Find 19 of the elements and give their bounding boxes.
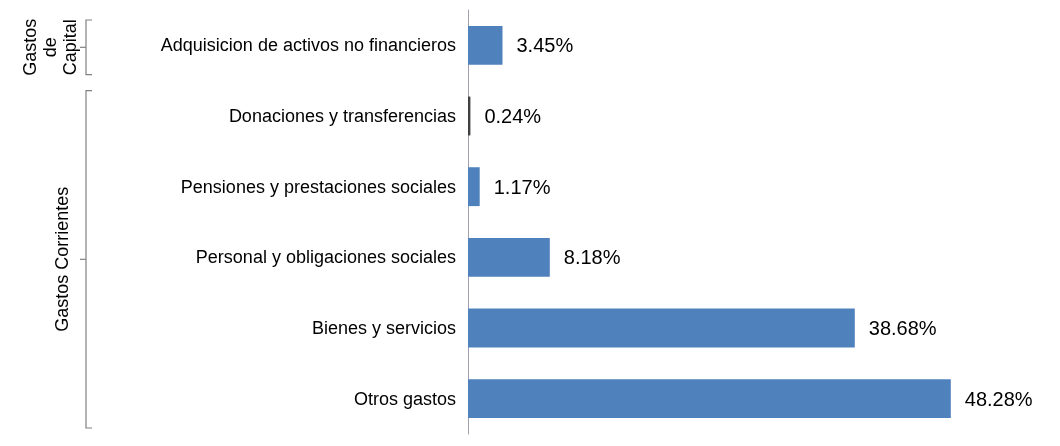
bar bbox=[468, 379, 951, 419]
y-tick-label: Pensiones y prestaciones sociales bbox=[180, 176, 456, 197]
data-label: 8.18% bbox=[563, 246, 621, 269]
y-tick-label: Personal y obligaciones sociales bbox=[195, 247, 456, 268]
bar bbox=[468, 167, 480, 207]
bar bbox=[468, 308, 855, 348]
data-label: 1.17% bbox=[493, 175, 551, 198]
text: Gastos de Capital bbox=[20, 18, 80, 76]
data-label: 0.24% bbox=[484, 105, 542, 127]
data-label: 48.28% bbox=[964, 387, 1033, 410]
y-tick-label: Donaciones y transferencias bbox=[228, 106, 456, 126]
data-label: 3.45% bbox=[516, 34, 574, 57]
y-tick-label: Otros gastos bbox=[353, 388, 456, 409]
bar bbox=[468, 237, 550, 277]
text: Gastos Corrientes bbox=[52, 186, 72, 332]
y-tick-label: Adquisicion de activos no financieros bbox=[160, 35, 456, 56]
bar bbox=[468, 25, 503, 65]
data-label: 38.68% bbox=[868, 317, 937, 339]
y-tick-label: Bienes y servicios bbox=[311, 318, 456, 338]
